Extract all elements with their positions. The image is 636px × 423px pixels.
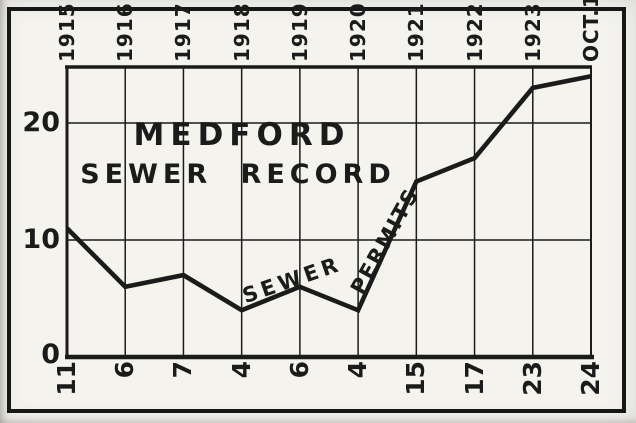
x-axis-year-label: 1916 — [113, 2, 138, 62]
x-axis-value-label: 24 — [576, 361, 605, 396]
x-axis-year-label: 1920 — [346, 2, 371, 62]
x-axis-year-label: 1919 — [287, 2, 312, 62]
x-axis-year-label: 1923 — [520, 2, 545, 62]
x-axis-value-label: 4 — [226, 361, 256, 379]
x-axis-value-label: 6 — [284, 361, 314, 379]
y-axis-tick-20: 20 — [22, 107, 60, 138]
x-axis-year-label: 1921 — [404, 2, 429, 62]
y-axis-tick-0: 0 — [41, 339, 60, 370]
x-axis-year-label: 1918 — [229, 2, 254, 62]
y-axis-tick-10: 10 — [22, 224, 60, 255]
x-axis-year-label: 1915 — [55, 2, 79, 62]
x-axis-value-label: 4 — [343, 361, 373, 379]
x-axis-value-label: 6 — [110, 361, 140, 379]
x-axis-value-label: 15 — [401, 361, 431, 396]
x-axis-value-label: 17 — [459, 361, 489, 396]
x-axis-year-label: 1917 — [171, 2, 196, 62]
x-axis-value-label: 23 — [517, 361, 547, 396]
chart-title-line1: MEDFORD — [133, 117, 351, 153]
x-axis-value-label: 7 — [168, 361, 198, 379]
photo-border-frame — [7, 7, 626, 413]
chart-title-line2: SEWER RECORD — [80, 159, 396, 190]
x-axis-year-label: 1922 — [462, 2, 487, 62]
x-axis-value-label: 11 — [52, 361, 81, 396]
x-axis-year-label: OCT.1 — [579, 0, 603, 62]
sewer-permits-data-line — [65, 73, 592, 314]
